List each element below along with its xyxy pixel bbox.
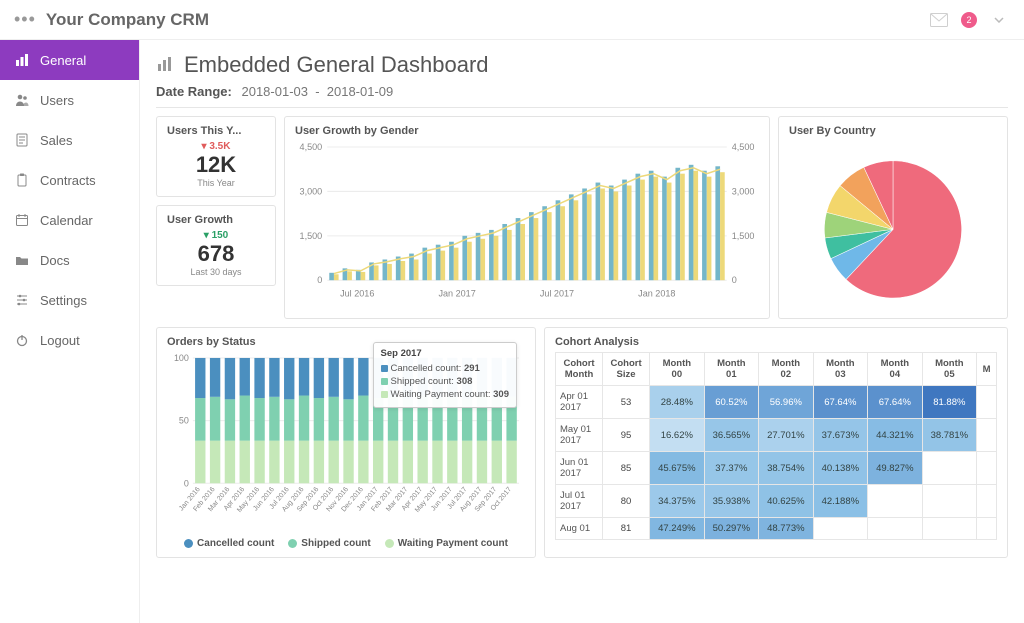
table-header: CohortSize (603, 353, 650, 386)
svg-text:Jul 2017: Jul 2017 (540, 288, 574, 298)
svg-text:0: 0 (732, 275, 737, 285)
date-range: Date Range: 2018-01-03 - 2018-01-09 (156, 84, 1008, 99)
orders-tooltip: Sep 2017Cancelled count: 291Shipped coun… (373, 342, 517, 407)
svg-text:3,000: 3,000 (732, 186, 755, 196)
svg-text:0: 0 (317, 275, 322, 285)
sidebar-item-label: Calendar (40, 213, 93, 228)
table-header: M (977, 353, 997, 386)
main-content: Embedded General Dashboard Date Range: 2… (140, 40, 1024, 623)
topbar: ••• Your Company CRM 2 (0, 0, 1024, 40)
cohort-card: Cohort Analysis CohortMonthCohortSizeMon… (544, 327, 1008, 558)
kpi-value: 12K (167, 152, 265, 178)
sidebar-item-general[interactable]: General (0, 40, 139, 80)
date-from: 2018-01-03 (241, 84, 308, 99)
table-row: Jun 0120178545.675%37.37%38.754%40.138%4… (556, 452, 997, 485)
svg-text:Jul 2016: Jul 2016 (340, 288, 374, 298)
svg-text:0: 0 (184, 479, 189, 489)
table-header: Month02 (759, 353, 814, 386)
table-header: CohortMonth (556, 353, 603, 386)
table-header: Month04 (868, 353, 923, 386)
sidebar-item-label: Users (40, 93, 74, 108)
table-row: Apr 0120175328.48%60.52%56.96%67.64%67.6… (556, 386, 997, 419)
chart-title: User By Country (789, 125, 997, 137)
folder-icon (14, 252, 30, 268)
orders-chart-card: Orders by Status 050100Jan 2016Feb 2016M… (156, 327, 536, 558)
sidebar-item-sales[interactable]: Sales (0, 120, 139, 160)
svg-text:1,500: 1,500 (300, 231, 323, 241)
legend-item: Cancelled count (184, 538, 274, 549)
sidebar-item-label: Docs (40, 253, 70, 268)
chart-icon (14, 52, 30, 68)
growth-chart-card: User Growth by Gender 0 0 1,500 1,500 3,000 3… (284, 116, 770, 319)
sidebar-item-label: Contracts (40, 173, 96, 188)
kpi-sub: This Year (167, 178, 265, 188)
sliders-icon (14, 292, 30, 308)
date-range-label: Date Range: (156, 84, 232, 99)
sidebar-item-label: Settings (40, 293, 87, 308)
cohort-table: CohortMonthCohortSizeMonth00Month01Month… (555, 352, 997, 540)
page-title: Embedded General Dashboard (184, 52, 489, 78)
table-header: Month00 (650, 353, 705, 386)
svg-text:3,000: 3,000 (300, 186, 323, 196)
chart-title: Cohort Analysis (555, 336, 997, 348)
chart-icon (156, 55, 174, 76)
growth-chart: 0 0 1,500 1,500 3,000 3,000 4,500 4,500 Jul 2016… (295, 141, 759, 302)
table-row: May 0120179516.62%36.565%27.701%37.673%4… (556, 419, 997, 452)
users-icon (14, 92, 30, 108)
sidebar-item-label: Logout (40, 333, 80, 348)
kpi-title: User Growth (167, 214, 265, 226)
power-icon (14, 332, 30, 348)
svg-text:1,500: 1,500 (732, 231, 755, 241)
table-row: Jul 0120178034.375%35.938%40.625%42.188% (556, 485, 997, 518)
table-header: Month05 (922, 353, 977, 386)
svg-text:100: 100 (174, 353, 189, 363)
sidebar-item-logout[interactable]: Logout (0, 320, 139, 360)
date-to: 2018-01-09 (327, 84, 394, 99)
more-icon[interactable]: ••• (14, 9, 36, 30)
kpi-users-card: Users This Y... ▾ 3.5K 12K This Year (156, 116, 276, 197)
doc-icon (14, 132, 30, 148)
sidebar-item-docs[interactable]: Docs (0, 240, 139, 280)
kpi-value: 678 (167, 241, 265, 267)
notification-count: 2 (961, 12, 977, 28)
svg-text:Jan 2017: Jan 2017 (438, 288, 475, 298)
pie-chart-card: User By Country (778, 116, 1008, 319)
mail-icon[interactable] (928, 9, 950, 31)
legend-item: Shipped count (288, 538, 370, 549)
chevron-down-icon[interactable] (988, 9, 1010, 31)
pie-chart (789, 141, 997, 307)
sidebar-item-label: General (40, 53, 86, 68)
kpi-delta: ▾ 3.5K (167, 141, 265, 152)
clipboard-icon (14, 172, 30, 188)
svg-text:Jan 2018: Jan 2018 (638, 288, 675, 298)
svg-text:4,500: 4,500 (300, 142, 323, 152)
calendar-icon (14, 212, 30, 228)
table-row: Aug 018147.249%50.297%48.773% (556, 518, 997, 540)
sidebar-item-contracts[interactable]: Contracts (0, 160, 139, 200)
sidebar: General Users Sales Contracts Calendar Docs Se… (0, 40, 140, 623)
sidebar-item-label: Sales (40, 133, 73, 148)
brand-title: Your Company CRM (46, 10, 209, 30)
kpi-sub: Last 30 days (167, 267, 265, 277)
table-header: Month01 (704, 353, 759, 386)
svg-text:50: 50 (179, 416, 189, 426)
kpi-title: Users This Y... (167, 125, 265, 137)
chart-title: User Growth by Gender (295, 125, 759, 137)
legend-item: Waiting Payment count (385, 538, 508, 549)
kpi-growth-card: User Growth ▾ 150 678 Last 30 days (156, 205, 276, 286)
orders-legend: Cancelled count Shipped count Waiting Paym… (167, 538, 525, 549)
kpi-delta: ▾ 150 (167, 230, 265, 241)
sidebar-item-settings[interactable]: Settings (0, 280, 139, 320)
notification-badge[interactable]: 2 (958, 9, 980, 31)
svg-text:4,500: 4,500 (732, 142, 755, 152)
sidebar-item-calendar[interactable]: Calendar (0, 200, 139, 240)
table-header: Month03 (813, 353, 868, 386)
sidebar-item-users[interactable]: Users (0, 80, 139, 120)
